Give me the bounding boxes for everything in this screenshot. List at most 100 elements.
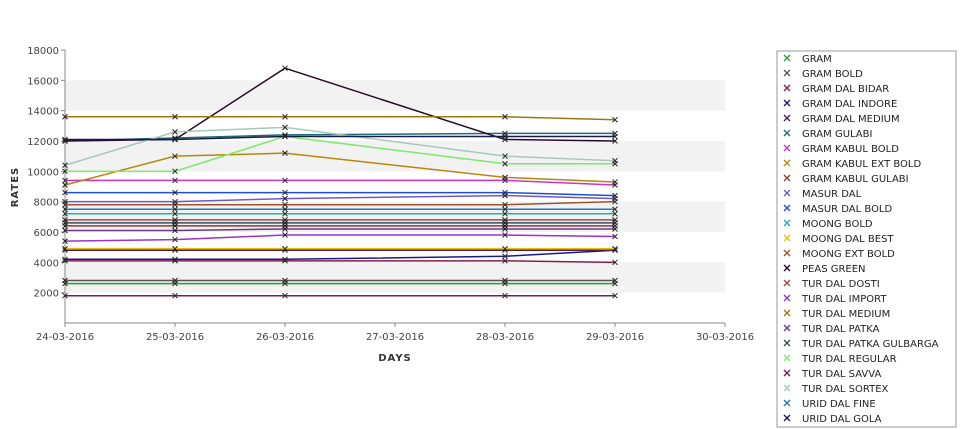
x-tick-label: 27-03-2016 <box>366 332 424 343</box>
legend-marker <box>783 264 791 272</box>
data-point <box>282 210 288 217</box>
data-point <box>282 220 288 226</box>
series-tur-dal-sortex <box>62 124 618 169</box>
data-point <box>282 226 288 232</box>
x-tick-label: 28-03-2016 <box>476 332 534 343</box>
legend-label: URID DAL FINE <box>802 399 876 410</box>
legend-item: URID DAL GOLA <box>783 414 882 425</box>
legend-marker <box>783 99 791 107</box>
legend-label: GRAM DAL BIDAR <box>802 84 889 95</box>
legend-marker <box>783 234 791 242</box>
legend-marker <box>783 159 791 167</box>
y-tick-label: 12000 <box>27 137 59 148</box>
data-point <box>612 277 618 284</box>
legend-marker <box>783 84 791 92</box>
legend-marker <box>783 144 791 152</box>
legend-label: TUR DAL SORTEX <box>801 384 889 395</box>
legend-item: MOONG BOLD <box>783 219 873 230</box>
legend-label: TUR DAL PATKA <box>801 324 880 335</box>
data-point <box>172 236 178 243</box>
data-point <box>172 113 178 120</box>
legend-label: MOONG BOLD <box>802 219 873 230</box>
data-point <box>62 238 68 244</box>
series-tur-dal-medium <box>62 113 618 123</box>
y-tick-label: 6000 <box>34 228 59 239</box>
legend-marker <box>783 369 791 377</box>
legend-item: MASUR DAL <box>783 189 862 200</box>
series-line <box>64 234 616 242</box>
legend-label: GRAM DAL MEDIUM <box>802 114 900 125</box>
legend-item: PEAS GREEN <box>783 264 866 275</box>
series-line <box>65 191 616 197</box>
series-gram-dal-bidar <box>62 257 618 266</box>
data-point <box>612 206 618 213</box>
y-tick-label: 2000 <box>34 289 59 300</box>
data-point <box>62 220 68 226</box>
legend-item: GRAM GULABI <box>783 129 872 140</box>
data-point <box>282 277 288 284</box>
legend-item: GRAM KABUL BOLD <box>783 144 899 155</box>
legend-label: TUR DAL SAVVA <box>801 369 881 380</box>
data-point <box>502 206 508 213</box>
legend-label: TUR DAL IMPORT <box>801 294 887 305</box>
data-point <box>612 198 618 205</box>
grid-bands <box>65 80 725 293</box>
data-point <box>62 292 68 299</box>
series-layer <box>62 65 618 299</box>
series-line <box>65 260 616 264</box>
y-axis-ticks: 2000 4000 6000 8000 10000 12000 14000 16000 1800… <box>27 46 65 300</box>
data-point <box>172 227 178 234</box>
data-point <box>62 182 68 188</box>
data-point <box>612 292 618 299</box>
series-gram-kabul-ext-bold <box>62 150 618 188</box>
data-point <box>62 168 68 175</box>
data-point <box>62 113 68 120</box>
legend-marker <box>783 384 791 392</box>
legend-label: GRAM KABUL EXT BOLD <box>802 159 921 170</box>
data-point <box>502 210 508 217</box>
x-axis-title: DAYS <box>378 353 412 364</box>
x-tick-label: 24-03-2016 <box>36 332 94 343</box>
data-point <box>282 189 288 196</box>
data-point <box>62 206 68 213</box>
data-point <box>282 245 288 252</box>
legend-label: GRAM KABUL GULABI <box>802 174 909 185</box>
y-tick-label: 16000 <box>27 76 59 87</box>
data-point <box>502 201 508 208</box>
data-point <box>282 65 288 72</box>
series-gram-kabul-bold <box>62 177 618 188</box>
y-tick-label: 4000 <box>34 258 59 269</box>
legend-label: TUR DAL MEDIUM <box>801 309 890 320</box>
data-point <box>502 220 508 226</box>
data-point <box>282 113 288 120</box>
data-point <box>282 201 288 208</box>
legend: GRAM GRAM BOLD GRAM DAL BIDAR GRAM DAL INDO… <box>776 50 957 428</box>
legend-label: GRAM DAL INDORE <box>802 99 897 110</box>
data-point <box>502 174 508 181</box>
legend-item: TUR DAL PATKA <box>783 324 880 335</box>
data-point <box>282 292 288 299</box>
data-point <box>502 277 508 284</box>
series-line <box>65 135 615 141</box>
y-tick-label: 14000 <box>27 107 59 118</box>
data-point <box>282 206 288 213</box>
series-gram-bold <box>62 277 618 284</box>
legend-marker <box>783 219 791 227</box>
data-point <box>172 292 178 299</box>
legend-marker <box>783 294 791 302</box>
x-tick-label: 30-03-2016 <box>696 332 754 343</box>
legend-item: TUR DAL SORTEX <box>783 384 889 395</box>
legend-label: TUR DAL REGULAR <box>801 354 897 365</box>
legend-marker <box>783 414 791 422</box>
y-axis-title: RATES <box>10 167 21 208</box>
data-point <box>62 227 68 234</box>
grid-band <box>65 141 725 172</box>
y-tick-label: 8000 <box>34 198 59 209</box>
data-point <box>172 129 178 135</box>
data-point <box>62 210 68 217</box>
data-point <box>612 245 618 252</box>
legend-item: GRAM KABUL EXT BOLD <box>783 159 921 170</box>
legend-item: GRAM BOLD <box>783 69 863 80</box>
legend-label: GRAM BOLD <box>802 69 863 80</box>
data-point <box>612 116 618 123</box>
